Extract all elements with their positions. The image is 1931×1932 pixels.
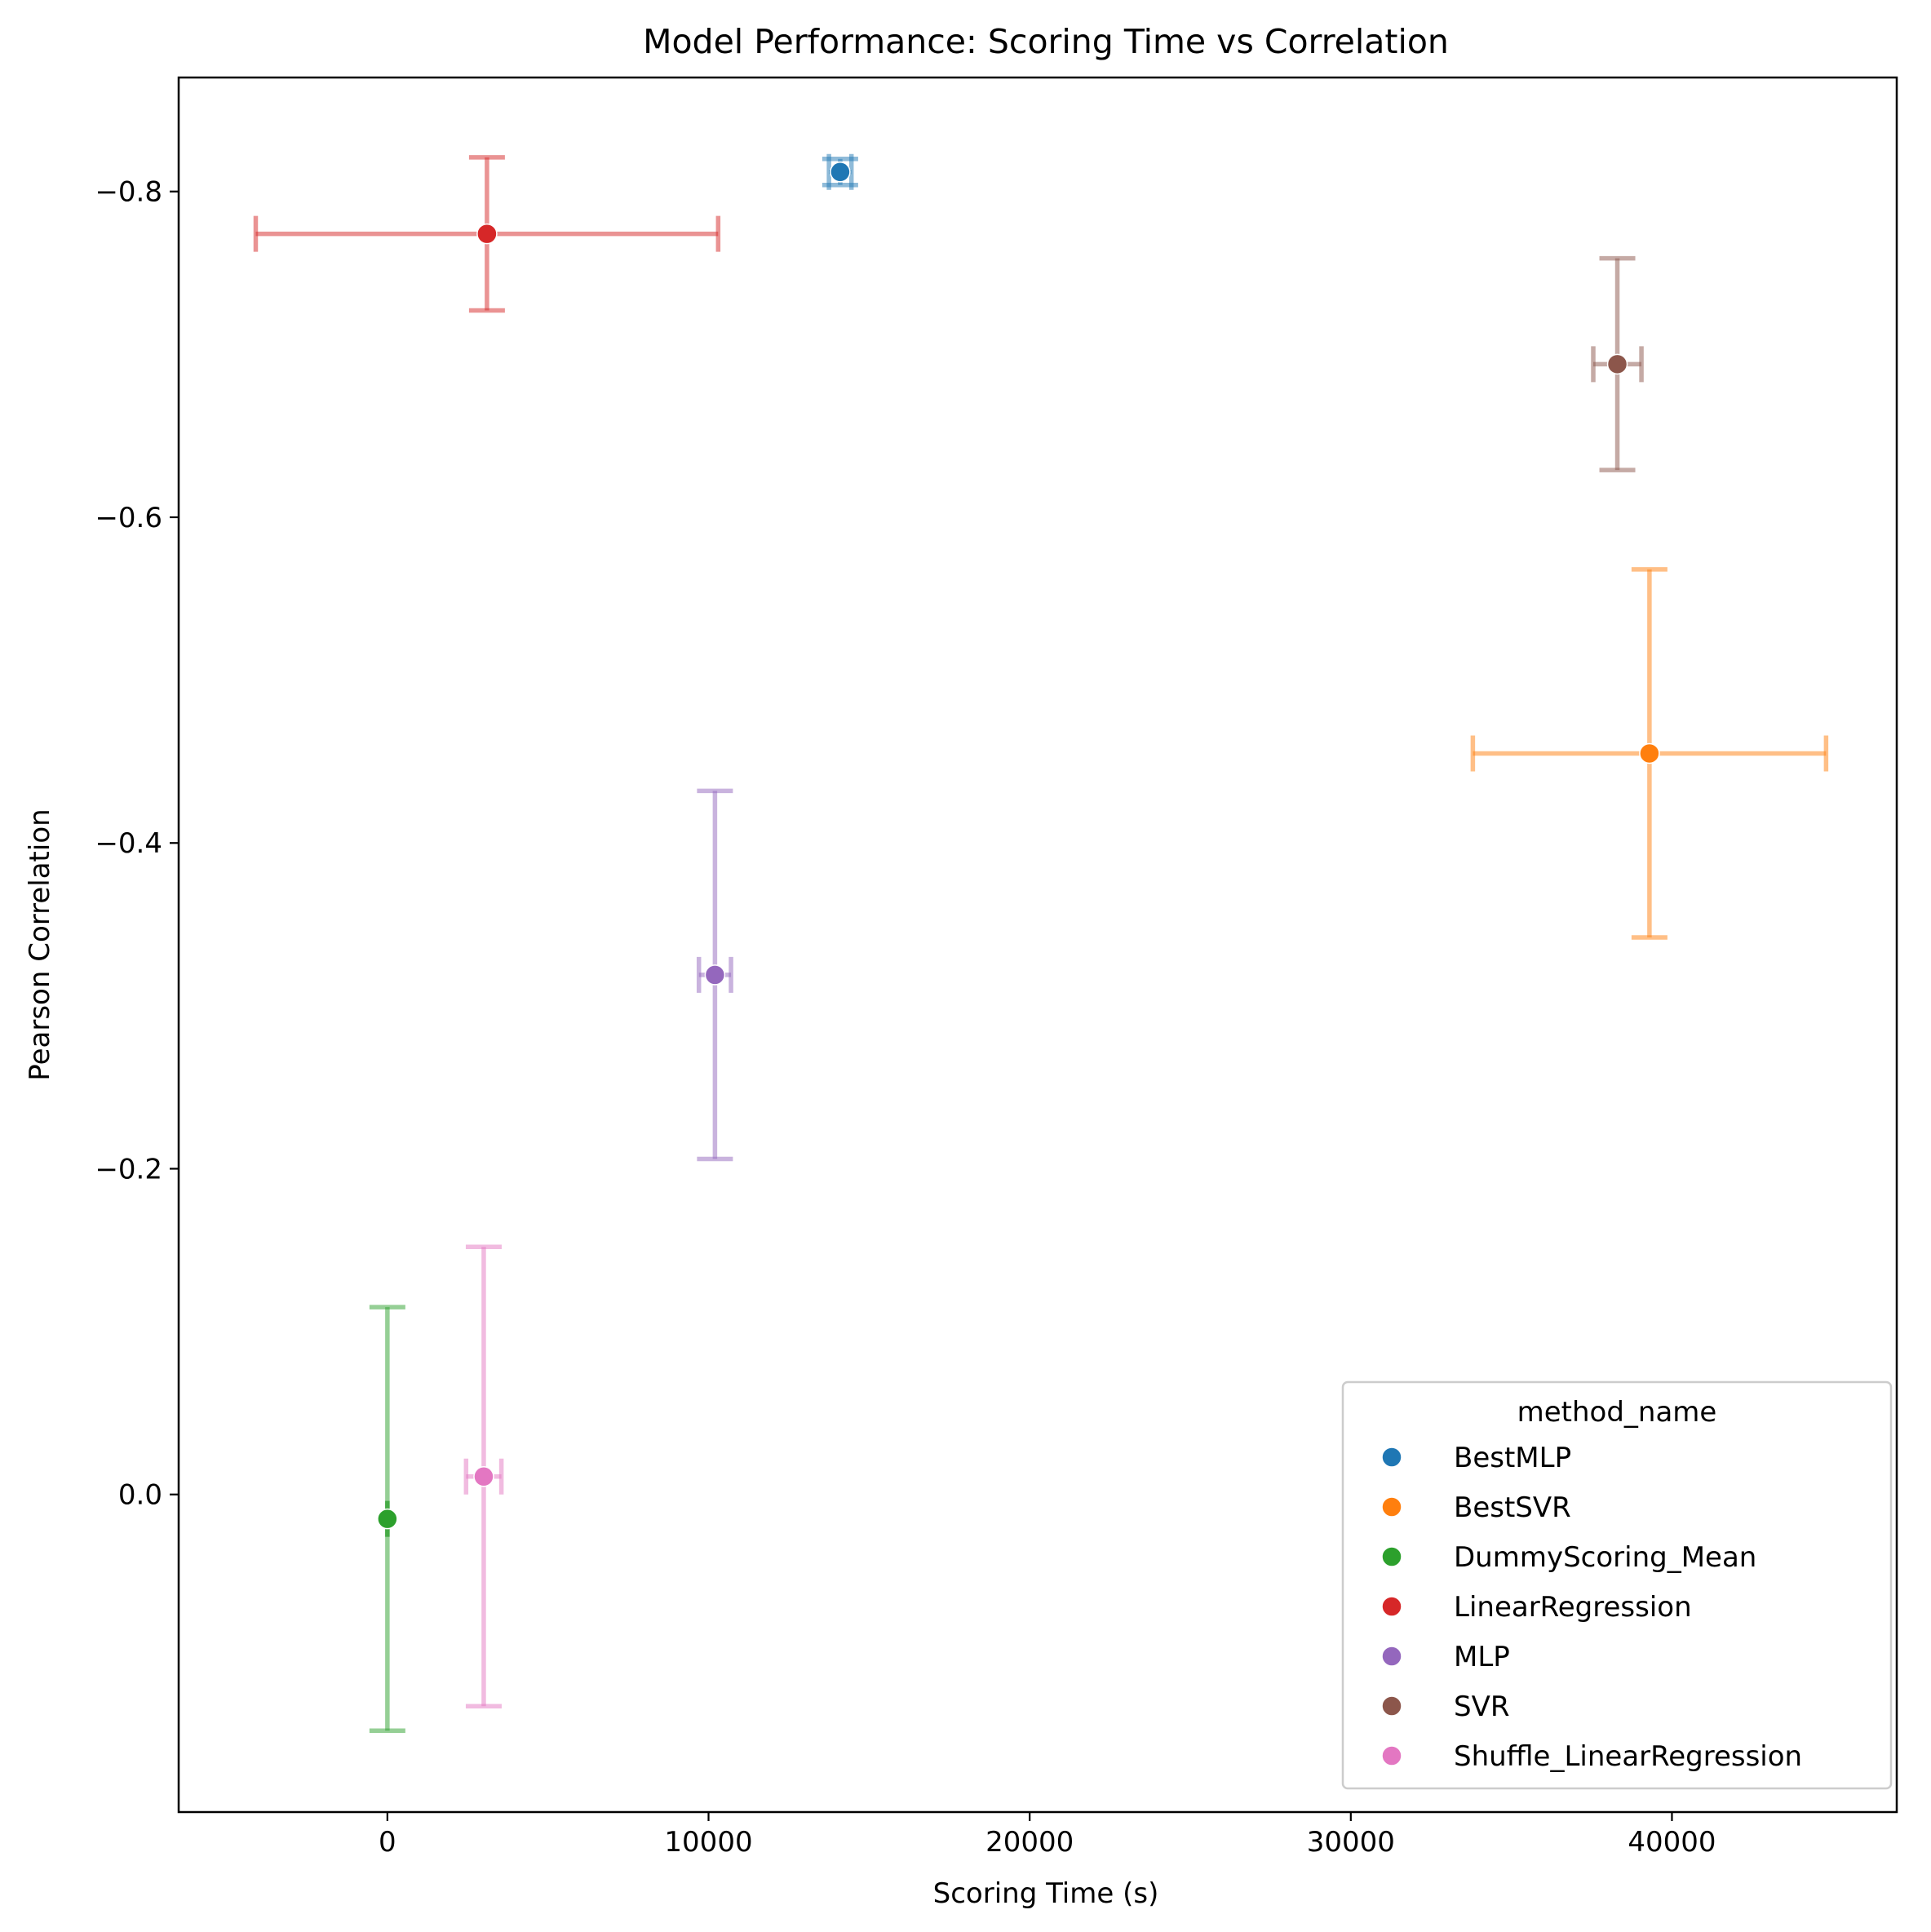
legend-marker <box>1381 1496 1402 1518</box>
y-axis-label: Pearson Correlation <box>24 809 56 1080</box>
x-tick-label: 10000 <box>664 1826 752 1859</box>
legend-marker <box>1381 1695 1402 1717</box>
data-point <box>704 964 726 986</box>
legend-label: LinearRegression <box>1454 1591 1692 1624</box>
axes-frame <box>177 76 1898 1814</box>
legend-label: BestMLP <box>1454 1442 1571 1474</box>
data-point <box>830 162 851 183</box>
y-tick-label: −0.8 <box>95 176 162 209</box>
legend-item: LinearRegression <box>1381 1591 1692 1624</box>
data-point <box>1606 353 1628 375</box>
legend-item: MLP <box>1381 1641 1510 1673</box>
legend-label: BestSVR <box>1454 1491 1571 1524</box>
plot-area <box>253 153 1829 1733</box>
legend-marker <box>1381 1546 1402 1567</box>
series-linearregression <box>253 155 721 313</box>
x-tick-label: 20000 <box>985 1826 1074 1859</box>
data-point <box>1639 742 1660 764</box>
x-tick-label: 30000 <box>1307 1826 1395 1859</box>
legend-label: MLP <box>1454 1641 1510 1673</box>
y-tick-label: −0.2 <box>95 1153 162 1185</box>
chart-title: Model Performance: Scoring Time vs Corre… <box>643 22 1449 61</box>
y-tick-label: 0.0 <box>118 1479 162 1512</box>
legend: method_name BestMLP BestSVR DummyScoring_M… <box>1341 1380 1893 1790</box>
series-shuffle-linearregression <box>463 1244 504 1708</box>
data-point <box>377 1508 398 1530</box>
y-tick-label: −0.6 <box>95 502 162 534</box>
legend-item: BestSVR <box>1381 1491 1571 1524</box>
series-svr <box>1591 255 1644 472</box>
series-dummyscoring-mean <box>369 1305 405 1733</box>
legend-label: SVR <box>1454 1690 1509 1723</box>
legend-marker <box>1381 1646 1402 1667</box>
x-tick-label: 40000 <box>1628 1826 1716 1859</box>
data-point <box>473 1466 494 1487</box>
series-bestsvr <box>1470 567 1829 940</box>
legend-marker <box>1381 1596 1402 1617</box>
legend-marker <box>1381 1447 1402 1468</box>
legend-label: Shuffle_LinearRegression <box>1454 1740 1802 1773</box>
legend-label: DummyScoring_Mean <box>1454 1541 1756 1574</box>
series-bestmlp <box>822 153 858 190</box>
legend-item: Shuffle_LinearRegression <box>1381 1740 1802 1773</box>
data-point <box>476 223 498 245</box>
legend-item: DummyScoring_Mean <box>1381 1541 1756 1574</box>
y-tick-label: −0.4 <box>95 827 162 860</box>
legend-box <box>1341 1380 1893 1790</box>
legend-title: method_name <box>1517 1396 1717 1429</box>
series-mlp <box>696 788 733 1162</box>
legend-item: SVR <box>1381 1690 1509 1723</box>
x-axis-label: Scoring Time (s) <box>933 1877 1159 1910</box>
legend-item: BestMLP <box>1381 1442 1571 1474</box>
x-tick-label: 0 <box>379 1826 396 1859</box>
legend-marker <box>1381 1745 1402 1766</box>
